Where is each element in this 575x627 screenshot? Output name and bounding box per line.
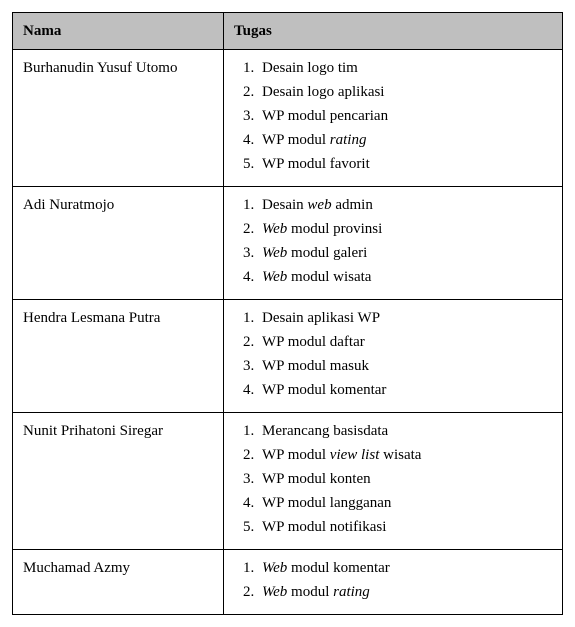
task-segment: Web — [262, 560, 287, 576]
cell-tugas: Desain web adminWeb modul provinsiWeb mo… — [224, 187, 563, 300]
task-segment: modul — [287, 584, 333, 600]
task-item: Web modul rating — [258, 580, 552, 604]
table-header-row: Nama Tugas — [13, 13, 563, 50]
table-row: Adi NuratmojoDesain web adminWeb modul p… — [13, 187, 563, 300]
task-item: WP modul favorit — [258, 152, 552, 176]
table-row: Hendra Lesmana Putra Desain aplikasi WP WP… — [13, 300, 563, 413]
cell-tugas: Web modul komentarWeb modul rating — [224, 550, 563, 615]
table-body: Burhanudin Yusuf UtomoDesain logo timDes… — [13, 50, 563, 615]
task-segment: Merancang basisdata — [262, 423, 388, 439]
header-nama: Nama — [13, 13, 224, 50]
task-item: Merancang basisdata — [258, 419, 552, 443]
task-segment: modul galeri — [287, 245, 367, 261]
task-item: Desain aplikasi WP — [258, 306, 552, 330]
task-list: Merancang basisdata WP modul view list wi… — [234, 419, 552, 539]
cell-nama: Burhanudin Yusuf Utomo — [13, 50, 224, 187]
task-segment: Web — [262, 221, 287, 237]
task-segment: Desain logo tim — [262, 60, 358, 76]
cell-tugas: Merancang basisdata WP modul view list wi… — [224, 413, 563, 550]
task-segment: WP modul konten — [262, 471, 371, 487]
task-segment: admin — [332, 197, 373, 213]
cell-tugas: Desain logo tim Desain logo aplikasi WP mo… — [224, 50, 563, 187]
cell-nama: Hendra Lesmana Putra — [13, 300, 224, 413]
task-segment: WP modul — [262, 447, 330, 463]
task-segment: Web — [262, 245, 287, 261]
task-segment: Desain — [262, 197, 307, 213]
task-segment: modul wisata — [287, 269, 371, 285]
task-segment: WP modul komentar — [262, 382, 386, 398]
task-segment: WP modul langganan — [262, 495, 391, 511]
task-item: WP modul masuk — [258, 354, 552, 378]
task-segment: WP modul — [262, 132, 330, 148]
task-item: WP modul daftar — [258, 330, 552, 354]
task-item: Web modul galeri — [258, 241, 552, 265]
task-segment: rating — [333, 584, 370, 600]
cell-tugas: Desain aplikasi WP WP modul daftar WP modu… — [224, 300, 563, 413]
header-tugas: Tugas — [224, 13, 563, 50]
task-item: WP modul konten — [258, 467, 552, 491]
task-segment: Desain aplikasi WP — [262, 310, 380, 326]
task-segment: WP modul masuk — [262, 358, 369, 374]
task-list: Desain aplikasi WP WP modul daftar WP modu… — [234, 306, 552, 402]
table-row: Burhanudin Yusuf UtomoDesain logo timDes… — [13, 50, 563, 187]
task-segment: modul komentar — [287, 560, 389, 576]
task-segment: web — [307, 197, 331, 213]
task-item: WP modul rating — [258, 128, 552, 152]
task-item: Web modul wisata — [258, 265, 552, 289]
task-segment: Web — [262, 269, 287, 285]
cell-nama: Nunit Prihatoni Siregar — [13, 413, 224, 550]
task-item: Desain logo aplikasi — [258, 80, 552, 104]
task-segment: modul provinsi — [287, 221, 382, 237]
task-segment: wisata — [379, 447, 421, 463]
task-item: Desain web admin — [258, 193, 552, 217]
table-row: Muchamad AzmyWeb modul komentarWeb modul… — [13, 550, 563, 615]
task-item: WP modul komentar — [258, 378, 552, 402]
task-segment: rating — [330, 132, 367, 148]
task-segment: WP modul pencarian — [262, 108, 388, 124]
cell-nama: Muchamad Azmy — [13, 550, 224, 615]
task-item: WP modul view list wisata — [258, 443, 552, 467]
table-row: Nunit Prihatoni SiregarMerancang basisda… — [13, 413, 563, 550]
task-segment: Desain logo aplikasi — [262, 84, 384, 100]
task-item: WP modul langganan — [258, 491, 552, 515]
task-segment: WP modul daftar — [262, 334, 365, 350]
task-list: Web modul komentarWeb modul rating — [234, 556, 552, 604]
task-list: Desain logo tim Desain logo aplikasi WP mo… — [234, 56, 552, 176]
task-item: Web modul komentar — [258, 556, 552, 580]
task-item: Web modul provinsi — [258, 217, 552, 241]
task-item: Desain logo tim — [258, 56, 552, 80]
task-item: WP modul pencarian — [258, 104, 552, 128]
task-segment: Web — [262, 584, 287, 600]
task-segment: WP modul favorit — [262, 156, 370, 172]
task-list: Desain web adminWeb modul provinsiWeb mo… — [234, 193, 552, 289]
task-table: Nama Tugas Burhanudin Yusuf UtomoDesain … — [12, 12, 563, 615]
task-segment: WP modul notifikasi — [262, 519, 386, 535]
cell-nama: Adi Nuratmojo — [13, 187, 224, 300]
task-item: WP modul notifikasi — [258, 515, 552, 539]
task-segment: view list — [330, 447, 380, 463]
